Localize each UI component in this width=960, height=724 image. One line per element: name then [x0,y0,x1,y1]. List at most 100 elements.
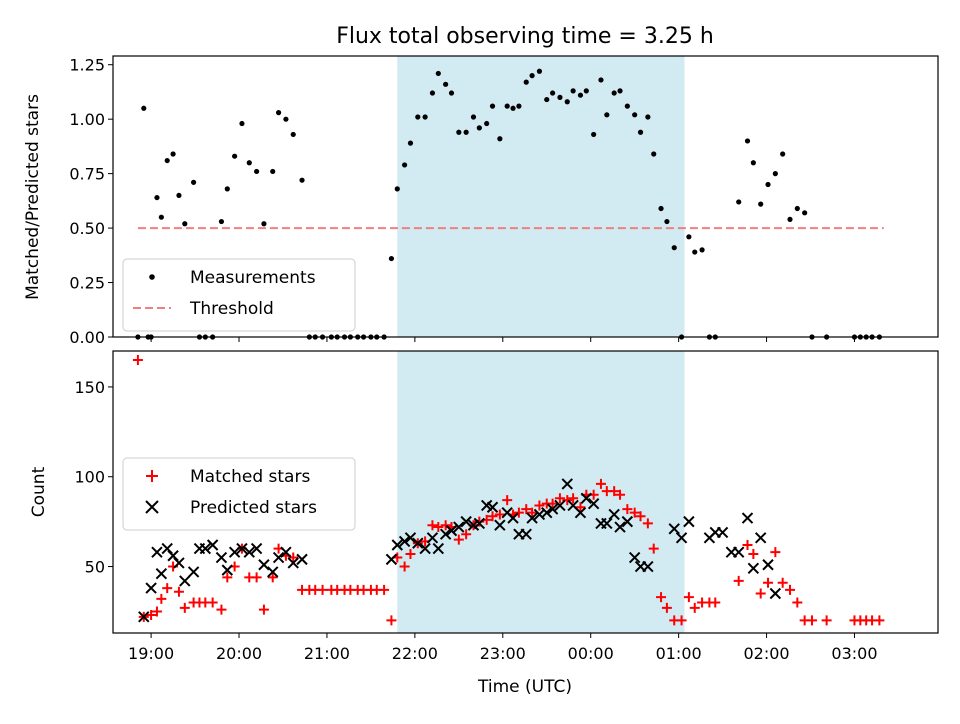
predicted-star-point [215,551,228,564]
matched-star-point [433,522,444,533]
measurement-point [158,214,164,220]
matched-star-point [683,592,694,603]
measurement-point [671,245,677,251]
measurement-point [510,105,516,111]
measurement-point [787,216,793,222]
measurement-point [484,120,490,127]
predicted-star-point [614,521,626,533]
predicted-star-point [769,587,782,600]
measurement-point [239,120,245,127]
x-tick-label: 20:00 [216,644,262,663]
predicted-star-point [439,528,452,540]
predicted-star-point [716,526,729,539]
measurement-point [489,103,496,109]
observing-window-shade [397,56,685,337]
predicted-star-point [412,537,424,549]
matched-star-point [609,486,620,497]
measurement-point [564,99,570,105]
predicted-star-point [296,553,308,566]
y-tick-label: 1.00 [69,110,105,129]
predicted-star-point [507,512,519,524]
measurement-point [772,171,778,177]
predicted-star-point [486,501,499,513]
matched-star-point [770,547,781,558]
measurement-point [170,151,176,157]
predicted-star-point [628,551,641,564]
predicted-star-point [733,546,745,558]
measurement-point [394,186,400,192]
axes-frame [112,350,939,634]
predicted-star-point [601,517,613,530]
predicted-star-point [445,524,458,537]
measurement-point [637,129,644,135]
predicted-star-point [385,553,398,566]
chart-title: Flux total observing time = 3.25 h [336,24,714,49]
series-measurements [135,68,882,340]
measurement-point [476,125,482,131]
x-tick-label: 21:00 [304,644,350,663]
predicted-star-point [179,575,191,587]
matched-star-point [763,577,774,588]
y-tick-label: 0.50 [69,219,105,238]
measurement-point [232,153,238,159]
measurement-point [224,186,230,192]
measurement-point [632,112,638,118]
matched-star-point [629,507,640,518]
predicted-star-point [554,499,566,512]
predicted-star-point [138,611,150,623]
measurement-point [470,114,477,120]
matched-star-point [440,520,451,531]
predicted-star-point [587,497,600,510]
predicted-star-point [526,512,538,524]
matched-star-point [216,604,227,615]
matched-star-point [676,615,687,626]
predicted-star-point [206,539,219,551]
predicted-star-point [398,535,411,548]
measurement-point [254,168,260,175]
bottom-y-axis-label: Count [29,466,49,517]
measurement-point [154,194,160,201]
matched-star-point [689,602,700,613]
y-tick-label: 1.25 [69,56,105,75]
measurement-point [275,110,282,116]
matched-star-point [622,504,633,515]
measurement-point [504,103,510,109]
predicted-star-point [453,521,465,533]
predicted-star-point [236,542,248,555]
measurement-point [617,88,623,94]
matched-star-point [251,572,262,583]
measurement-point [523,79,529,85]
matched-star-point [222,572,233,583]
matched-star-point [173,586,184,597]
measurement-point [463,129,469,135]
matched-star-point [527,507,538,518]
measurement-point [497,136,503,142]
matched-star-point [642,518,653,529]
matched-star-point [151,606,162,617]
measurement-point [591,131,597,138]
predicted-star-point [561,478,573,490]
top-y-axis-label: Matched/Predicted stars [23,94,43,300]
legend-label: Matched stars [190,467,310,487]
predicted-star-point [187,566,200,578]
measurement-point [699,247,705,253]
predicted-star-point [280,546,292,558]
matched-star-point [554,493,565,504]
y-tick-label: 0.25 [69,274,105,293]
measurement-point [658,205,664,212]
matched-star-point [399,561,410,572]
predicted-star-point [574,506,587,519]
measurement-point [577,92,584,98]
matched-star-point [648,543,659,554]
y-tick-label: 150 [74,378,105,397]
measurement-point [176,192,182,199]
matched-star-point [487,511,498,522]
matched-star-point [288,552,299,563]
predicted-star-point [287,557,299,569]
matched-star-point [615,489,626,500]
matched-star-point [656,592,667,603]
predicted-star-point [668,523,680,535]
y-tick-label: 0.75 [69,165,105,184]
measurement-point [557,94,563,100]
matched-star-point [792,597,803,608]
